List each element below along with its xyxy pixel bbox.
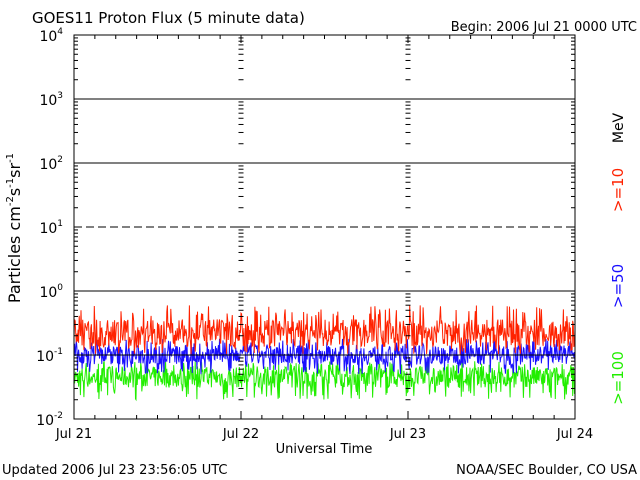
- y-tick-label: 100: [39, 283, 63, 301]
- y-tick-labels: 104 103 102 101 100 10-1 10-2: [36, 27, 63, 429]
- y-tick-label: 103: [39, 91, 63, 109]
- x-tick-labels: Jul 21 Jul 22 Jul 23 Jul 24: [55, 427, 593, 442]
- plot-frame: [73, 34, 576, 420]
- y-tick-label: 104: [39, 27, 63, 45]
- begin-time: Begin: 2006 Jul 21 0000 UTC: [451, 20, 637, 35]
- series-line: [73, 338, 576, 375]
- series-line: [73, 305, 576, 355]
- y-axis-label: Particles cm-2s-1sr-1: [5, 153, 24, 303]
- y-tick-label: 102: [39, 155, 63, 173]
- x-tick-label: Jul 21: [55, 427, 92, 442]
- unit-label: MeV: [611, 112, 627, 143]
- legend-ge100: >=100: [609, 351, 627, 405]
- y-tick-label: 10-2: [36, 411, 63, 429]
- updated-timestamp: Updated 2006 Jul 23 23:56:05 UTC: [2, 463, 227, 478]
- credit-text: NOAA/SEC Boulder, CO USA: [456, 463, 637, 478]
- y-tick-label: 10-1: [36, 347, 63, 365]
- series-layer: [73, 305, 576, 402]
- legend-ge50: >=50: [609, 264, 627, 308]
- chart-title: GOES11 Proton Flux (5 minute data): [32, 9, 305, 27]
- x-tick-label: Jul 22: [222, 427, 259, 442]
- reference-lines: [74, 98, 575, 356]
- series-line: [73, 361, 576, 402]
- y-tick-label: 101: [39, 219, 63, 237]
- x-tick-label: Jul 23: [389, 427, 426, 442]
- x-axis-label: Universal Time: [276, 442, 373, 457]
- x-tick-label: Jul 24: [556, 427, 593, 442]
- legend-ge10: >=10: [609, 168, 627, 212]
- svg-text:Particles cm-2s-1sr-1: Particles cm-2s-1sr-1: [5, 153, 24, 303]
